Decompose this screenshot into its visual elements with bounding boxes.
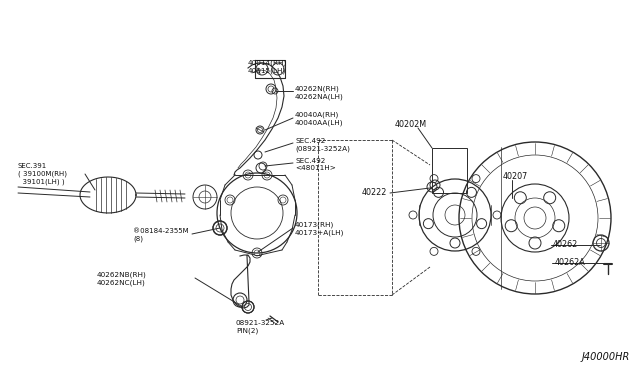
Bar [432,148,467,193]
Text: 40262: 40262 [553,240,579,249]
Text: SEC.492
(08921-3252A): SEC.492 (08921-3252A) [295,138,350,152]
Text: 40207: 40207 [503,172,528,181]
Text: SEC.492
<48011H>: SEC.492 <48011H> [295,158,336,171]
Text: 40014(RH)
40015(LH): 40014(RH) 40015(LH) [248,60,287,74]
Text: 40262NB(RH)
40262NC(LH): 40262NB(RH) 40262NC(LH) [97,272,147,286]
Text: 40222: 40222 [362,188,387,197]
Text: 40202M: 40202M [395,120,427,129]
Text: 40040A(RH)
40040AA(LH): 40040A(RH) 40040AA(LH) [295,112,344,126]
Text: ®08184-2355M
(8): ®08184-2355M (8) [133,228,189,242]
Text: 40262A: 40262A [555,258,586,267]
Text: SEC.391
( 39100M(RH)
  39101(LH) ): SEC.391 ( 39100M(RH) 39101(LH) ) [18,163,67,185]
Text: 40173(RH)
40173+A(LH): 40173(RH) 40173+A(LH) [295,222,344,237]
Text: J40000HR: J40000HR [582,352,630,362]
Text: 40262N(RH)
40262NA(LH): 40262N(RH) 40262NA(LH) [295,86,344,100]
Text: 08921-3252A
PIN(2): 08921-3252A PIN(2) [236,320,285,334]
